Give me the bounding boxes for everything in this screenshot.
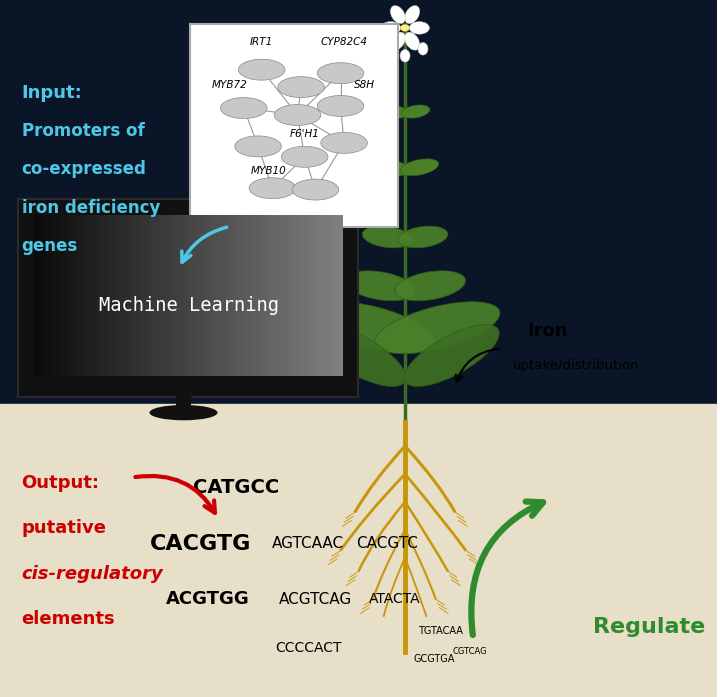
Text: S8H: S8H <box>354 80 374 90</box>
Ellipse shape <box>381 22 401 34</box>
Text: MYB10: MYB10 <box>251 166 287 176</box>
Ellipse shape <box>318 63 364 84</box>
Ellipse shape <box>404 325 499 386</box>
Text: F6'H1: F6'H1 <box>289 129 320 139</box>
Ellipse shape <box>400 24 410 31</box>
Ellipse shape <box>249 178 296 199</box>
Text: ACGTCAG: ACGTCAG <box>279 592 352 607</box>
Ellipse shape <box>380 105 408 118</box>
Ellipse shape <box>372 159 410 176</box>
Text: CATGCC: CATGCC <box>194 478 279 498</box>
Ellipse shape <box>390 6 405 24</box>
Text: elements: elements <box>22 610 115 628</box>
Text: GCGTGA: GCGTGA <box>413 654 454 664</box>
Ellipse shape <box>398 226 448 248</box>
Ellipse shape <box>292 179 338 200</box>
Ellipse shape <box>374 302 500 353</box>
Ellipse shape <box>150 405 217 420</box>
Ellipse shape <box>318 95 364 116</box>
Text: co-expressed: co-expressed <box>22 160 146 178</box>
Text: AGTCAAC: AGTCAAC <box>272 536 344 551</box>
Ellipse shape <box>345 270 415 301</box>
Ellipse shape <box>311 325 406 386</box>
Ellipse shape <box>410 22 429 34</box>
Ellipse shape <box>400 49 410 62</box>
Ellipse shape <box>390 32 405 50</box>
Text: TGTACAA: TGTACAA <box>418 626 464 636</box>
Ellipse shape <box>405 32 420 50</box>
Ellipse shape <box>395 270 466 301</box>
Text: CACGTG: CACGTG <box>150 534 251 553</box>
Ellipse shape <box>362 226 412 248</box>
Ellipse shape <box>310 302 436 353</box>
Ellipse shape <box>274 105 321 125</box>
Text: putative: putative <box>22 519 107 537</box>
Ellipse shape <box>278 77 325 98</box>
FancyBboxPatch shape <box>190 24 398 227</box>
Text: Iron: Iron <box>527 322 567 340</box>
Ellipse shape <box>400 159 438 176</box>
Ellipse shape <box>405 6 420 24</box>
Text: Output:: Output: <box>22 474 99 492</box>
Text: ACGTGG: ACGTGG <box>166 590 250 608</box>
Text: CGTCAG: CGTCAG <box>452 648 487 656</box>
Ellipse shape <box>220 98 267 118</box>
Text: CACGTC: CACGTC <box>356 536 418 551</box>
Text: Regulate: Regulate <box>593 618 705 637</box>
Ellipse shape <box>238 59 285 80</box>
Bar <box>0 404 717 697</box>
Bar <box>176 390 192 413</box>
Text: Promoters of: Promoters of <box>22 122 144 140</box>
Text: cis-regulatory: cis-regulatory <box>22 565 163 583</box>
Ellipse shape <box>388 56 398 69</box>
Text: IRT1: IRT1 <box>250 37 274 47</box>
Text: genes: genes <box>22 237 78 255</box>
Ellipse shape <box>418 43 428 55</box>
Text: MYB72: MYB72 <box>212 80 247 90</box>
Ellipse shape <box>402 105 430 118</box>
Ellipse shape <box>321 132 367 153</box>
Ellipse shape <box>282 146 328 167</box>
FancyBboxPatch shape <box>18 199 359 397</box>
Text: CCCCACT: CCCCACT <box>275 641 341 655</box>
Text: Machine Learning: Machine Learning <box>99 296 279 315</box>
Text: Input:: Input: <box>22 84 82 102</box>
Ellipse shape <box>235 136 282 157</box>
Text: uptake/distribution: uptake/distribution <box>513 360 639 372</box>
Text: CYP82C4: CYP82C4 <box>320 37 368 47</box>
Bar <box>0 0 717 404</box>
Text: iron deficiency: iron deficiency <box>22 199 160 217</box>
Text: ATACTA: ATACTA <box>369 592 420 606</box>
